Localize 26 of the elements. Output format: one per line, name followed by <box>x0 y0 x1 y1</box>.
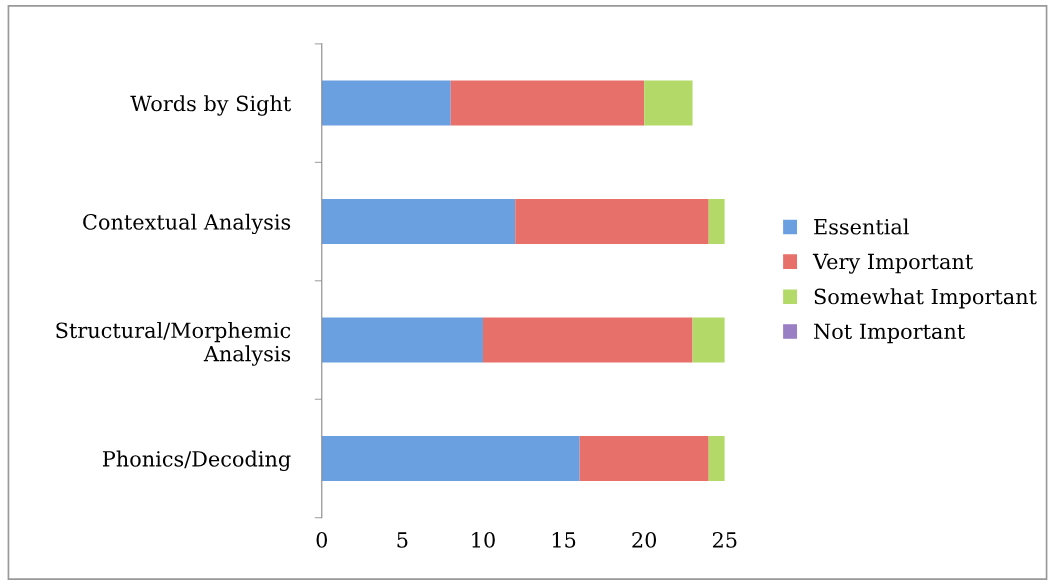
bar <box>644 80 693 126</box>
x-tick-label: 5 <box>397 532 408 548</box>
bar <box>321 435 580 481</box>
legend-label: Essential <box>814 218 909 235</box>
bar <box>708 435 725 481</box>
bar <box>321 80 451 126</box>
x-tick-label: 20 <box>632 531 657 548</box>
bar <box>692 317 725 363</box>
bar <box>321 199 516 245</box>
legend-label: Not Important <box>814 323 966 344</box>
bar <box>708 199 725 245</box>
legend-label: Somewhat Important <box>814 288 1037 309</box>
bar <box>515 199 709 245</box>
y-tick-label: Words by Sight <box>130 95 292 116</box>
x-tick-label: 25 <box>712 531 737 548</box>
legend-label: Very Important <box>812 253 974 274</box>
bar <box>321 317 483 363</box>
bar <box>482 317 693 363</box>
x-tick-label: 0 <box>316 531 328 548</box>
y-tick-label: Structural/Morphemic Analysis <box>56 322 291 366</box>
x-tick-label: 15 <box>552 531 576 548</box>
y-tick-label: Contextual Analysis <box>83 213 291 235</box>
bar <box>579 435 709 481</box>
y-tick-label: Phonics/Decoding <box>102 450 291 472</box>
x-tick-label: 10 <box>472 531 495 548</box>
bar <box>450 80 645 126</box>
